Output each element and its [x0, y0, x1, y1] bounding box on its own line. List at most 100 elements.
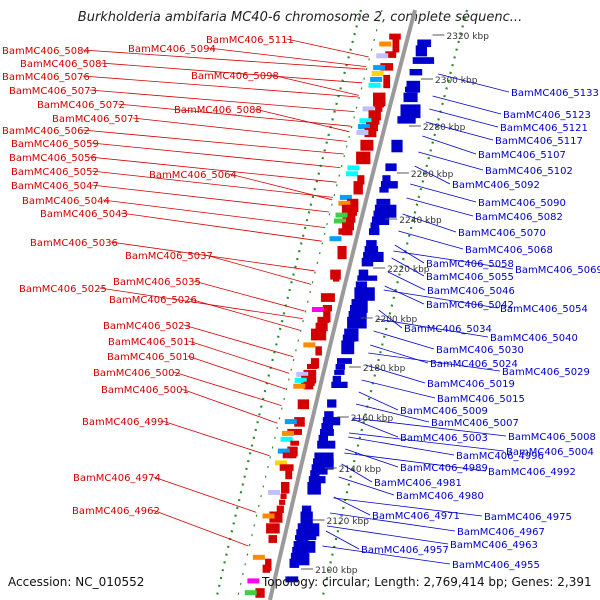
forward-gene-block	[375, 104, 383, 112]
reverse-gene-block	[310, 470, 320, 480]
reverse-gene-block	[285, 576, 299, 583]
gene-label-reverse: BamMC406_5117	[495, 136, 583, 147]
forward-gene-block	[389, 33, 401, 40]
gene-label-forward: BamMC406_5010	[107, 352, 195, 363]
gene-label-reverse: BamMC406_5058	[426, 259, 514, 270]
feature-color-block	[362, 106, 375, 112]
feature-color-block	[370, 76, 383, 82]
forward-gene-block	[333, 275, 340, 282]
reverse-gene-block	[331, 381, 348, 388]
forward-gene-block	[368, 110, 381, 121]
forward-gene-block	[373, 98, 384, 108]
reverse-gene-block	[318, 434, 328, 444]
feature-color-block	[282, 430, 294, 436]
gene-label-reverse: BamMC406_5055	[426, 272, 514, 283]
gene-label-reverse: BamMC406_5030	[436, 345, 524, 356]
forward-gene-block	[307, 364, 318, 369]
gene-label-forward: BamMC406_4974	[73, 473, 161, 484]
forward-gene-block	[279, 464, 294, 471]
feature-color-block	[280, 436, 293, 442]
gc-dotted-line-right	[320, 9, 469, 600]
gene-label-forward: BamMC406_5098	[191, 71, 279, 82]
leader-line-forward	[102, 199, 326, 228]
gene-label-reverse: BamMC406_4980	[396, 491, 484, 502]
reverse-gene-block	[347, 316, 367, 329]
leader-line-reverse	[398, 230, 464, 250]
forward-gene-block	[360, 139, 374, 151]
gene-label-reverse: BamMC406_5069	[515, 265, 600, 276]
leader-line-forward	[152, 509, 249, 547]
feature-color-block	[357, 124, 370, 130]
gene-label-forward: BamMC406_5088	[174, 105, 262, 116]
reverse-gene-block	[397, 116, 416, 124]
gene-label-reverse: BamMC406_5009	[400, 406, 488, 417]
leader-line-forward	[205, 254, 312, 285]
gene-label-reverse: BamMC406_5092	[452, 180, 540, 191]
leader-line-reverse	[352, 418, 399, 438]
forward-gene-block	[310, 358, 320, 369]
forward-gene-block	[383, 74, 391, 89]
forward-gene-block	[320, 293, 335, 302]
forward-gene-block	[285, 470, 293, 480]
forward-gene-block	[357, 175, 365, 185]
feature-color-block	[275, 460, 287, 466]
reverse-gene-block	[357, 275, 378, 281]
forward-gene-block	[290, 440, 300, 446]
gene-label-reverse: BamMC406_5054	[500, 304, 588, 315]
reverse-gene-block	[354, 287, 375, 301]
leader-line-reverse	[422, 135, 477, 155]
reverse-gene-block	[313, 458, 334, 470]
leader-line-reverse	[327, 525, 449, 545]
gene-label-reverse: BamMC406_5123	[503, 110, 591, 121]
gene-label-forward: BamMC406_5076	[2, 72, 90, 83]
scale-label: 2140 kbp	[339, 465, 382, 475]
leader-line-forward	[286, 38, 369, 58]
leader-line-forward	[183, 324, 294, 358]
leader-line-forward	[82, 75, 359, 98]
leader-line-forward	[110, 241, 315, 272]
scale-label: 2280 kbp	[423, 123, 466, 133]
scale-label: 2180 kbp	[363, 364, 406, 374]
reverse-gene-block	[334, 369, 345, 375]
gene-leader-lines	[82, 38, 514, 565]
reverse-gene-block	[342, 334, 356, 342]
forward-gene-block	[294, 417, 305, 427]
gene-label-forward: BamMC406_5073	[9, 86, 97, 97]
reverse-gene-block	[317, 440, 336, 449]
leader-line-reverse	[322, 545, 451, 565]
forward-gene-block	[315, 346, 322, 356]
scale-label: 2240 kbp	[399, 216, 442, 226]
gene-label-reverse: BamMC406_4996	[456, 451, 544, 462]
reverse-gene-block	[321, 423, 333, 434]
reverse-gene-block	[322, 417, 341, 426]
feature-color-block	[293, 383, 306, 389]
gene-label-forward: BamMC406_5059	[11, 139, 99, 150]
gene-label-forward: BamMC406_5072	[37, 100, 125, 111]
forward-gene-block	[317, 316, 330, 323]
forward-gene-block	[282, 452, 297, 459]
reverse-gene-block	[295, 535, 317, 541]
gene-label-forward: BamMC406_5035	[113, 277, 201, 288]
gene-label-reverse: BamMC406_5015	[437, 394, 525, 405]
feature-color-block	[244, 590, 257, 596]
scale-label: 2200 kbp	[375, 315, 418, 325]
leader-line-forward	[187, 355, 286, 390]
leader-line-reverse	[345, 448, 399, 468]
leader-line-reverse	[402, 213, 457, 233]
scale-label: 2220 kbp	[387, 265, 430, 275]
forward-gene-block	[281, 482, 290, 494]
reverse-gene-block	[308, 476, 326, 484]
leader-line-forward	[89, 156, 337, 183]
backbone-arc	[268, 9, 417, 600]
leader-line-reverse	[333, 496, 371, 516]
leader-line-forward	[100, 62, 363, 84]
reverse-gene-block	[372, 216, 390, 225]
gene-label-forward: BamMC406_4962	[72, 506, 160, 517]
reverse-gene-block	[405, 86, 415, 93]
scale-label: 2300 kbp	[435, 76, 478, 86]
feature-color-block	[268, 489, 280, 495]
gene-label-reverse: BamMC406_5133	[511, 88, 599, 99]
reverse-gene-block	[335, 364, 345, 370]
reverse-gene-block	[403, 92, 418, 103]
